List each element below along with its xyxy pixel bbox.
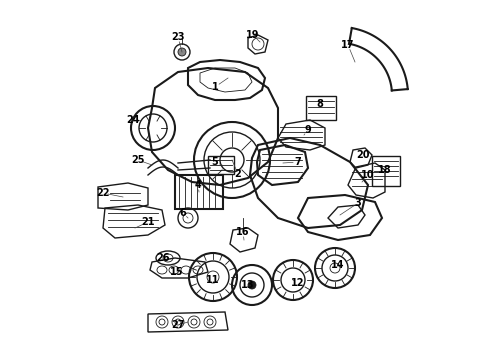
Text: 11: 11 [206, 275, 220, 285]
Text: 22: 22 [96, 188, 110, 198]
Text: 6: 6 [180, 208, 186, 218]
Text: 24: 24 [126, 115, 140, 125]
Text: 18: 18 [378, 165, 392, 175]
Text: 1: 1 [212, 82, 219, 92]
Text: 15: 15 [170, 267, 184, 277]
Text: 16: 16 [236, 227, 250, 237]
Text: 8: 8 [317, 99, 323, 109]
Text: 25: 25 [131, 155, 145, 165]
Text: 3: 3 [355, 198, 362, 208]
Text: 14: 14 [331, 260, 345, 270]
Text: 12: 12 [291, 278, 305, 288]
Text: 27: 27 [171, 320, 185, 330]
Bar [372, 156, 400, 186]
Text: 5: 5 [212, 157, 219, 167]
Text: 2: 2 [235, 169, 242, 179]
Text: 19: 19 [246, 30, 260, 40]
Circle shape [178, 48, 186, 56]
Text: 4: 4 [195, 180, 201, 190]
Text: 13: 13 [241, 280, 255, 290]
Text: 23: 23 [171, 32, 185, 42]
Text: 10: 10 [361, 170, 375, 180]
Text: 17: 17 [341, 40, 355, 50]
Text: 26: 26 [156, 253, 170, 263]
Bar [306, 96, 336, 120]
Circle shape [248, 281, 256, 289]
Bar [175, 175, 223, 209]
Text: 9: 9 [305, 125, 311, 135]
Text: 21: 21 [141, 217, 155, 227]
Text: 7: 7 [294, 157, 301, 167]
Bar [208, 156, 234, 174]
Text: 20: 20 [356, 150, 370, 160]
